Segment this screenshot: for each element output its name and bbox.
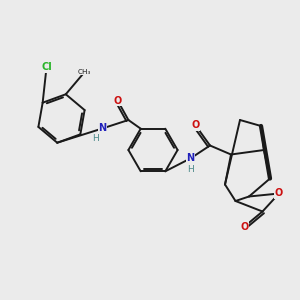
Text: Cl: Cl bbox=[41, 62, 52, 73]
Text: N: N bbox=[186, 153, 195, 164]
Text: H: H bbox=[93, 134, 99, 143]
Text: H: H bbox=[187, 165, 194, 174]
Text: O: O bbox=[275, 188, 283, 199]
Text: O: O bbox=[240, 221, 249, 232]
Text: N: N bbox=[98, 123, 107, 134]
Text: O: O bbox=[191, 120, 200, 130]
Text: O: O bbox=[113, 95, 122, 106]
Text: CH₃: CH₃ bbox=[78, 69, 91, 75]
